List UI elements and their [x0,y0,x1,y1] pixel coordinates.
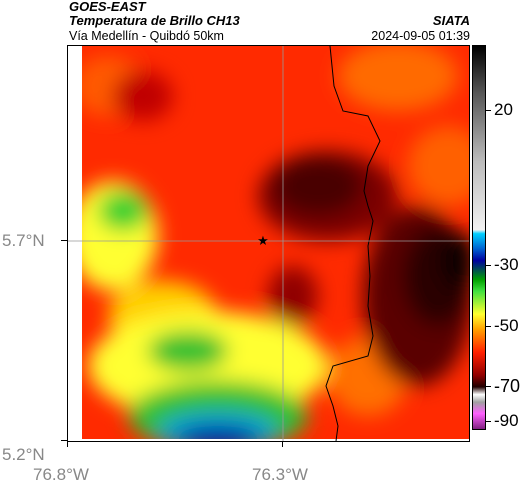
brightness-temperature-map: ★ [67,45,470,442]
product-title: Temperatura de Brillo CH13 [69,13,240,28]
cbar-label-m70: -70 [494,376,521,396]
cbar-label-20: 20 [494,100,513,119]
y-tick-label-5.2: 5.2°N [2,445,45,464]
cbar-label-m90: -90 [494,411,519,430]
timestamp-label: 2024-09-05 01:39 [371,29,470,43]
colorbar [472,45,486,430]
cbar-tick-m30 [486,265,491,266]
y-tick-5.7 [61,240,67,241]
x-tick-label-76.8: 76.8°W [33,465,89,484]
y-tick-5.2 [61,440,67,441]
org-label: SIATA [432,13,470,28]
cbar-label-m50: -50 [494,316,519,335]
satellite-title: GOES-EAST [69,0,146,14]
cbar-tick-m70 [486,386,491,387]
left-margin [68,46,82,441]
cbar-tick-m90 [486,421,491,422]
x-tick-76.3 [282,441,283,447]
y-tick-label-5.7: 5.7°N [2,231,45,250]
cbar-label-m30: -30 [494,255,519,274]
cbar-tick-m50 [486,326,491,327]
cloud-field [68,46,469,441]
cbar-tick-20 [486,110,491,111]
x-tick-76.8 [67,441,68,447]
star-icon: ★ [257,233,269,248]
region-subtitle: Vía Medellín - Quibdó 50km [69,29,224,43]
coastline [325,46,381,441]
x-tick-label-76.3: 76.3°W [252,465,308,484]
map-canvas: ★ [68,46,469,441]
